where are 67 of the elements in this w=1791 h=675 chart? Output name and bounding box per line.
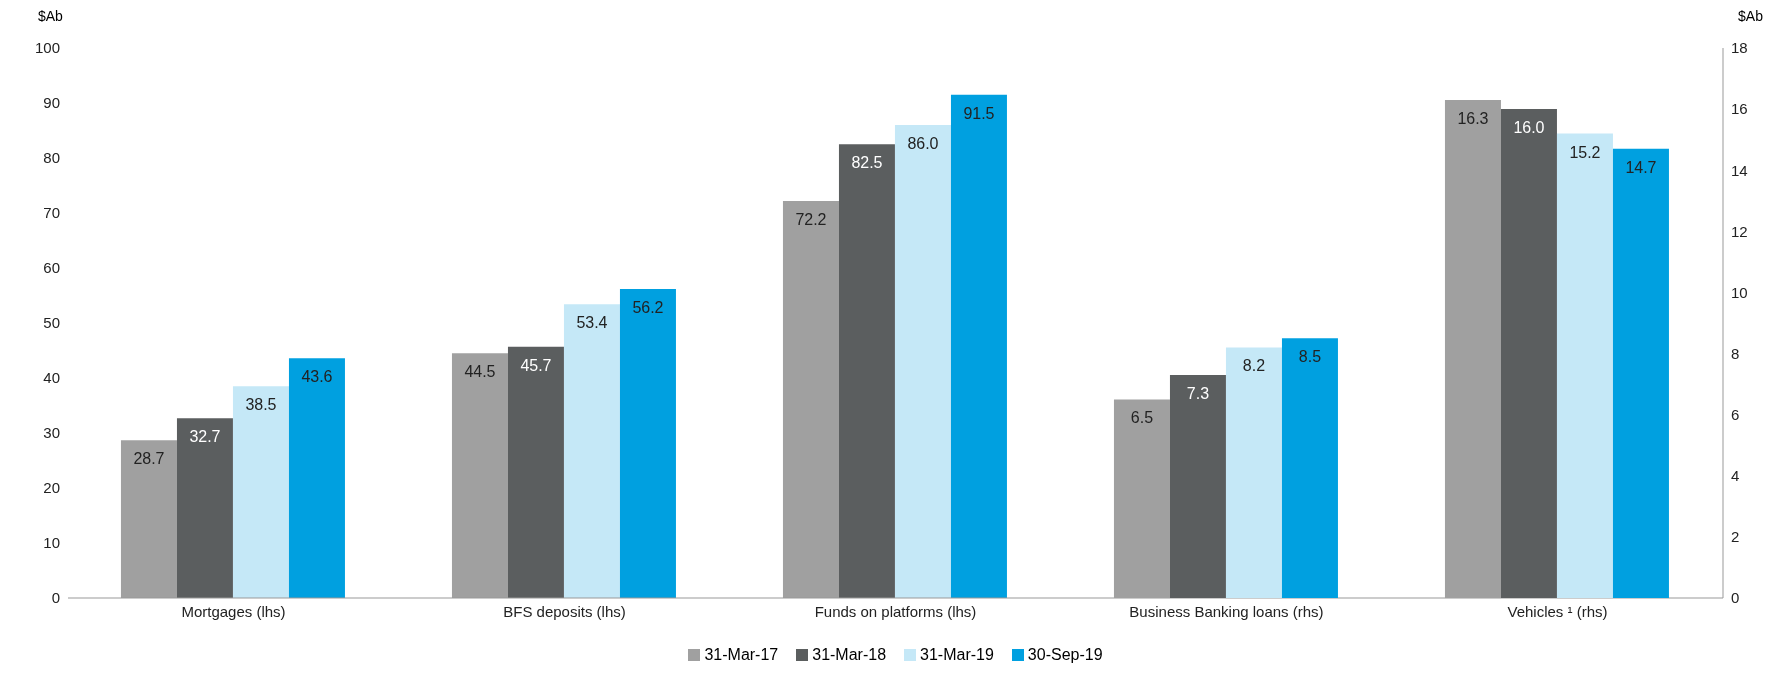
x-tick-label: Mortgages (lhs) [181,602,286,620]
x-tick-label: BFS deposits (lhs) [503,602,626,620]
bar [1281,338,1338,598]
bar [507,346,564,598]
bar [1225,347,1282,598]
bar [1500,109,1557,598]
bar [1612,148,1669,598]
data-label: 16.3 [1457,109,1489,127]
data-label: 15.2 [1569,143,1601,161]
legend-label: 31-Mar-18 [812,646,887,664]
data-label: 28.7 [133,450,165,468]
y2-tick-label: 18 [1731,39,1748,57]
data-label: 8.2 [1242,357,1266,375]
bar [894,125,951,598]
y2-tick-label: 10 [1731,283,1748,301]
bar [838,144,895,598]
legend-label: 31-Mar-19 [920,646,994,664]
y-tick-label: 30 [43,424,60,442]
data-label: 32.7 [189,428,221,446]
y2-tick-label: 8 [1731,344,1740,362]
x-tick-label: Business Banking loans (rhs) [1129,602,1324,620]
bar [288,358,345,598]
data-label: 7.3 [1186,384,1210,402]
bar [1169,374,1226,598]
data-label: 43.6 [301,368,333,386]
data-label: 44.5 [464,363,496,381]
y-tick-label: 60 [43,259,60,277]
bar [619,288,676,598]
y-tick-label: 100 [34,39,60,57]
y-tick-label: 70 [43,204,60,222]
y-tick-label: 50 [43,314,60,332]
y-tick-label: 40 [43,369,60,387]
legend-label: 30-Sep-19 [1027,646,1103,664]
y2-tick-label: 6 [1731,405,1740,423]
y-tick-label: 20 [43,479,60,497]
bar [176,418,233,598]
data-label: 91.5 [963,104,995,122]
data-label: 53.4 [576,314,608,332]
x-tick-label: Vehicles ¹ (rhs) [1507,602,1608,620]
y2-tick-label: 14 [1731,161,1748,179]
y2-tick-label: 12 [1731,222,1748,240]
data-label: 38.5 [245,396,277,414]
legend-label: 31-Mar-17 [704,646,779,664]
y-tick-label: 90 [43,94,60,112]
x-tick-label: Funds on platforms (lhs) [814,602,977,620]
y2-tick-label: 4 [1731,467,1740,485]
bar [563,304,620,598]
data-label: 14.7 [1625,158,1657,176]
y2-axis-title: $Ab [1738,8,1763,24]
data-label: 6.5 [1130,409,1154,427]
bar [232,386,289,598]
y2-tick-label: 2 [1731,528,1740,546]
data-label: 86.0 [907,135,939,152]
y2-tick-label: 0 [1731,589,1740,607]
data-label: 56.2 [632,298,664,316]
y-tick-label: 80 [43,149,60,167]
data-label: 8.5 [1298,348,1322,366]
data-label: 72.2 [795,210,827,228]
data-label: 82.5 [851,154,883,172]
y2-tick-label: 16 [1731,100,1748,118]
y-tick-label: 0 [51,589,60,607]
bar [950,94,1007,598]
y-axis-title: $Ab [38,8,63,24]
data-label: 16.0 [1513,119,1545,137]
y-tick-label: 10 [43,534,60,552]
data-label: 45.7 [520,356,552,374]
bar [1556,133,1613,598]
